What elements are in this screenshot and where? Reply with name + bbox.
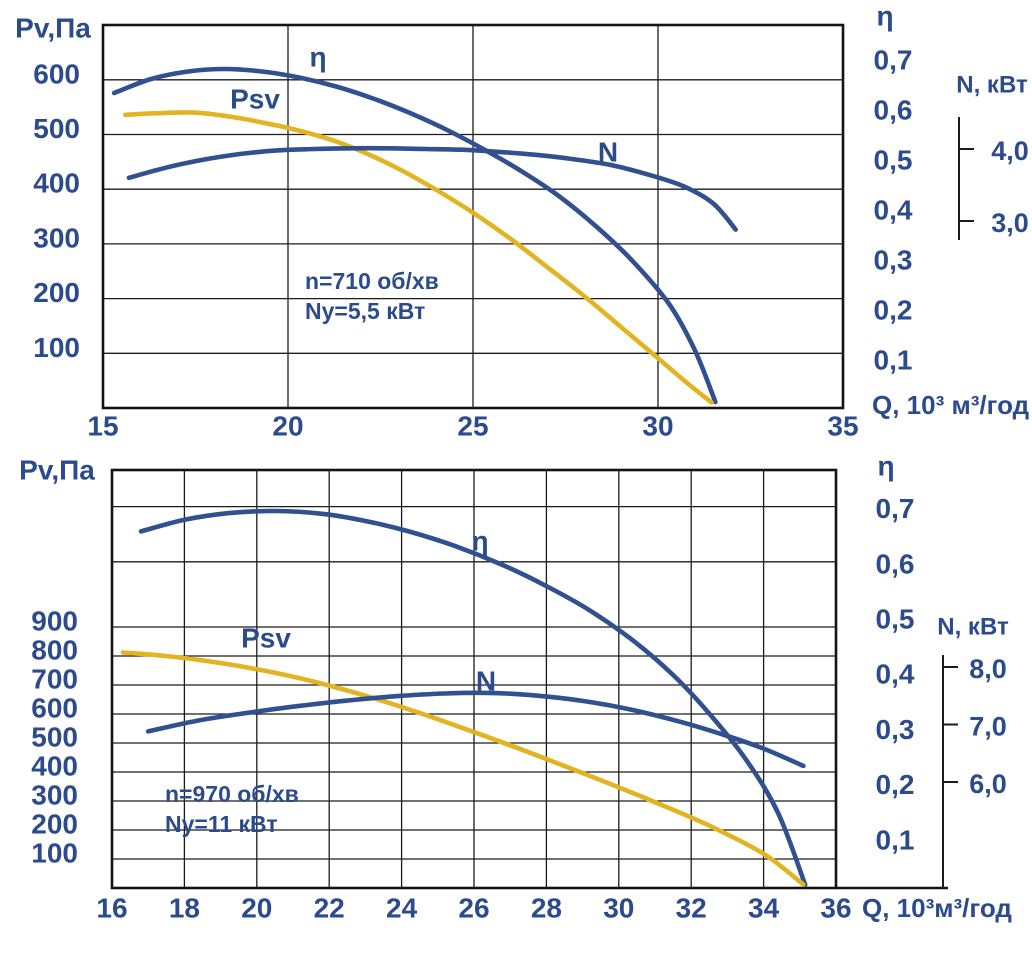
top-chart: η Psv N 15 20 25 30 35 600 500 400 300 200 100 0,7 0,6 0…	[15, 1, 1029, 442]
n-curve	[145, 690, 806, 769]
n-tick-label: 4,0	[991, 136, 1029, 166]
x-tick-label: 24	[386, 893, 418, 924]
eta-tick-label: 0,7	[876, 493, 915, 524]
pv-tick-label: 100	[33, 332, 80, 363]
eta-tick-label: 0,4	[876, 659, 915, 690]
pv-tick-label: 600	[31, 693, 78, 724]
psv-curve-label: Psv	[230, 84, 280, 115]
pv-tick-label: 700	[31, 664, 78, 695]
eta-tick-label: 0,6	[876, 548, 915, 579]
n-curve	[126, 145, 738, 232]
pv-tick-label: 400	[33, 168, 80, 199]
x-tick-label: 36	[820, 893, 851, 924]
psv-curve	[122, 110, 714, 405]
pv-tick-label: 300	[31, 780, 78, 811]
eta-axis-header: η	[876, 1, 893, 32]
pv-tick-label: 200	[33, 277, 80, 308]
x-tick-label: 26	[458, 893, 489, 924]
eta-tick-label: 0,1	[874, 345, 913, 376]
pv-axis-title: Pv,Па	[19, 455, 95, 486]
pv-tick-label: 800	[31, 635, 78, 666]
pv-tick-label: 500	[31, 722, 78, 753]
eta-curve	[138, 508, 808, 887]
x-tick-label: 18	[169, 893, 200, 924]
x-tick-label: 28	[531, 893, 562, 924]
plot-border	[101, 23, 845, 410]
n-tick-label: 3,0	[991, 208, 1029, 238]
x-axis-title: Q, 10³ м³/год	[872, 390, 1030, 420]
x-tick-label: 22	[314, 893, 345, 924]
eta-tick-label: 0,5	[876, 604, 915, 635]
x-tick-label: 34	[748, 893, 780, 924]
x-tick-label: 30	[603, 893, 634, 924]
x-tick-label: 20	[241, 893, 272, 924]
pv-tick-label: 200	[31, 809, 78, 840]
eta-tick-label: 0,7	[874, 45, 913, 76]
psv-curve	[120, 650, 806, 887]
eta-curve-label: η	[471, 526, 488, 557]
eta-tick-label: 0,3	[874, 245, 913, 276]
eta-tick-label: 0,4	[874, 195, 913, 226]
eta-tick-label: 0,2	[876, 769, 915, 800]
psv-curve-label: Psv	[241, 623, 291, 654]
eta-tick-label: 0,2	[874, 295, 913, 326]
x-tick-label: 32	[676, 893, 707, 924]
eta-curve-label: η	[309, 42, 326, 73]
annotation-line-2: Ny=11 кВт	[165, 811, 278, 837]
eta-tick-label: 0,5	[874, 145, 913, 176]
n-curve-label: N	[598, 137, 618, 168]
pv-tick-label: 600	[33, 58, 80, 89]
x-tick-label: 20	[272, 411, 303, 442]
eta-tick-label: 0,6	[874, 95, 913, 126]
eta-curve	[111, 66, 718, 405]
n-axis-header: N, кВт	[956, 72, 1028, 99]
pv-tick-label: 500	[33, 113, 80, 144]
pv-tick-label: 900	[31, 606, 78, 637]
x-tick-label: 30	[642, 411, 673, 442]
plot-border	[110, 468, 838, 890]
n-tick-label: 6,0	[969, 769, 1007, 799]
eta-tick-label: 0,3	[876, 714, 915, 745]
pv-tick-label: 400	[31, 751, 78, 782]
pv-tick-label: 300	[33, 222, 80, 253]
pv-tick-label: 100	[31, 838, 78, 869]
eta-tick-label: 0,1	[876, 824, 915, 855]
x-axis-title: Q, 10³м³/год	[862, 893, 1012, 923]
n-curve-label: N	[476, 666, 496, 697]
n-tick-label: 7,0	[969, 712, 1007, 742]
n-axis-header: N, кВт	[937, 614, 1009, 641]
eta-axis-header: η	[877, 451, 894, 482]
annotation-line-2: Ny=5,5 кВт	[305, 298, 425, 324]
pv-axis-title: Pv,Па	[15, 13, 91, 44]
x-tick-label: 35	[827, 411, 858, 442]
x-tick-label: 25	[457, 411, 488, 442]
x-tick-label: 16	[96, 893, 127, 924]
annotation-line-1: n=710 об/хв	[305, 268, 439, 294]
x-tick-label: 15	[87, 411, 118, 442]
n-tick-label: 8,0	[969, 654, 1007, 684]
bottom-chart: η Psv N 16 18 20 22 24 26 28 30 32 34 36 9008007006005…	[19, 451, 1012, 924]
annotation-line-1: n=970 об/хв	[165, 781, 299, 807]
